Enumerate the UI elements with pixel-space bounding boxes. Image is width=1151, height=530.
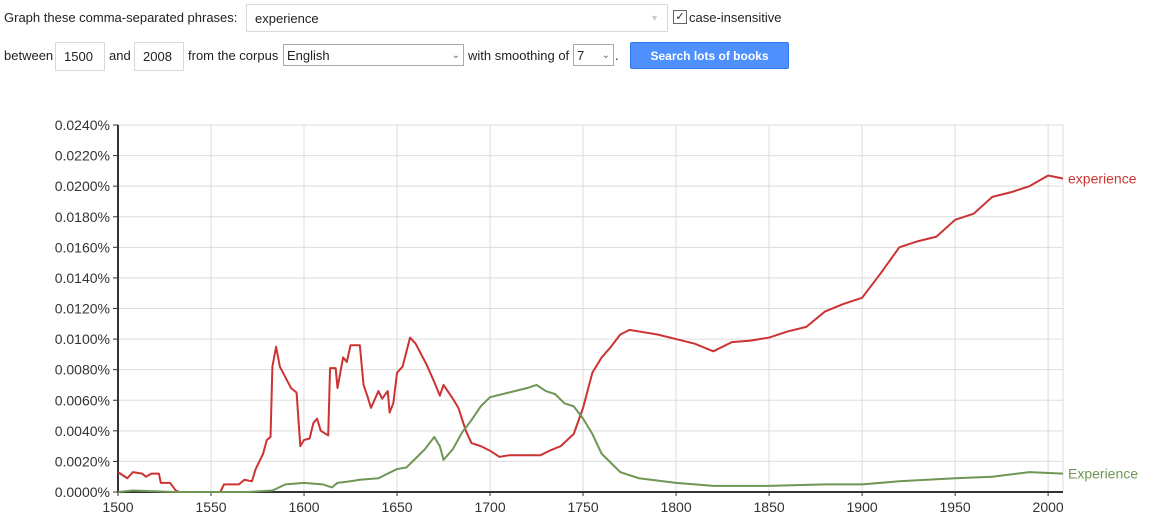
series-line-experience bbox=[117, 174, 1064, 493]
y-tick-label: 0.0120% bbox=[55, 301, 110, 317]
x-tick-label: 1500 bbox=[102, 499, 133, 515]
y-tick-label: 0.0160% bbox=[55, 239, 110, 255]
y-tick-label: 0.0180% bbox=[55, 209, 110, 225]
end-year-input[interactable]: 2008 bbox=[134, 42, 184, 71]
period: . bbox=[615, 48, 619, 63]
y-tick-label: 0.0060% bbox=[55, 392, 110, 408]
x-tick-label: 1950 bbox=[940, 499, 971, 515]
series-label: experience bbox=[1068, 171, 1137, 187]
phrases-value: experience bbox=[255, 10, 319, 26]
smoothing-value: 7 bbox=[577, 47, 585, 63]
corpus-label: from the corpus bbox=[188, 48, 279, 63]
y-tick-label: 0.0040% bbox=[55, 423, 110, 439]
x-tick-label: 1900 bbox=[847, 499, 878, 515]
phrases-label: Graph these comma-separated phrases: bbox=[4, 10, 238, 25]
search-button[interactable]: Search lots of books bbox=[630, 42, 789, 69]
x-tick-label: 2000 bbox=[1033, 499, 1064, 515]
dropdown-arrow-icon: ▼ bbox=[650, 13, 659, 23]
x-tick-label: 1850 bbox=[754, 499, 785, 515]
series-label: Experience bbox=[1068, 466, 1138, 482]
corpus-value: English bbox=[287, 47, 330, 63]
between-label: between bbox=[4, 48, 54, 63]
y-tick-label: 0.0240% bbox=[55, 117, 110, 133]
x-tick-label: 1800 bbox=[660, 499, 691, 515]
phrases-input[interactable]: experience ▼ bbox=[246, 4, 668, 32]
chevron-down-icon: ⌄ bbox=[451, 49, 460, 61]
chevron-down-icon: ⌄ bbox=[601, 49, 610, 61]
start-year-input[interactable]: 1500 bbox=[55, 42, 105, 71]
corpus-select[interactable]: English ⌄ bbox=[283, 44, 464, 66]
y-tick-label: 0.0080% bbox=[55, 362, 110, 378]
y-tick-label: 0.0220% bbox=[55, 148, 110, 164]
y-tick-label: 0.0020% bbox=[55, 453, 110, 469]
y-tick-label: 0.0140% bbox=[55, 270, 110, 286]
case-insensitive-label: case-insensitive bbox=[689, 10, 782, 25]
y-tick-label: 0.0200% bbox=[55, 178, 110, 194]
x-tick-label: 1550 bbox=[195, 499, 226, 515]
x-tick-label: 1600 bbox=[288, 499, 319, 515]
x-tick-label: 1750 bbox=[567, 499, 598, 515]
series-line-experience-cap bbox=[117, 383, 1064, 493]
and-label: and bbox=[109, 48, 131, 63]
case-insensitive-checkbox[interactable]: ✓ bbox=[673, 10, 687, 24]
x-tick-label: 1700 bbox=[474, 499, 505, 515]
smoothing-label: with smoothing of bbox=[468, 48, 570, 63]
smoothing-select[interactable]: 7 ⌄ bbox=[573, 44, 614, 66]
y-tick-label: 0.0100% bbox=[55, 331, 110, 347]
y-tick-label: 0.0000% bbox=[55, 484, 110, 500]
x-tick-label: 1650 bbox=[381, 499, 412, 515]
